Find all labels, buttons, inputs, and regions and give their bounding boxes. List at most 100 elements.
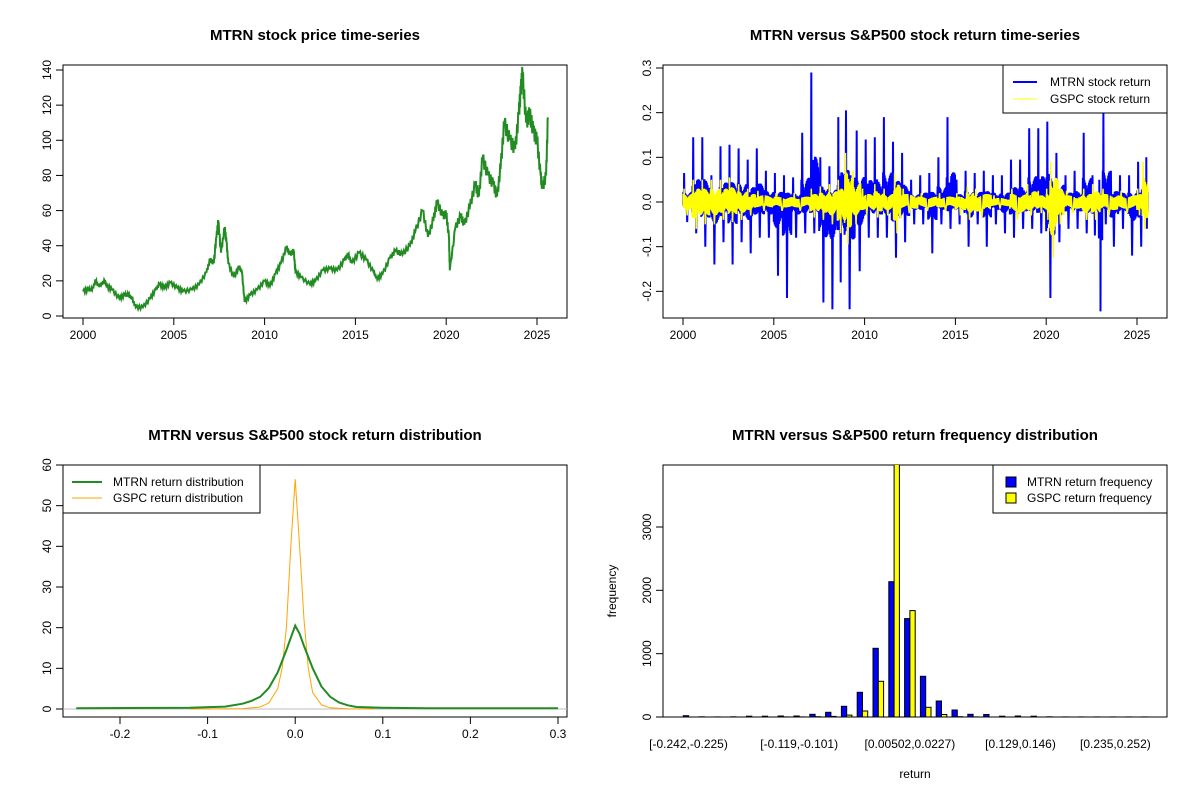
mtrn-frequency-bar — [904, 618, 911, 717]
gspc-frequency-bar — [925, 706, 932, 717]
price-x-tick-label: 2005 — [160, 328, 187, 342]
returns-x-tick-label: 2000 — [670, 328, 697, 342]
price-series-line — [82, 66, 549, 313]
legend-entry-label: GSPC return distribution — [113, 491, 243, 505]
gspc-frequency-bar — [861, 710, 869, 717]
histogram-x-tick-label: [0.235,0.252) — [1080, 737, 1151, 751]
mtrn-frequency-bar — [951, 709, 958, 717]
price-y-tick-label: 60 — [40, 204, 54, 218]
returns-y-tick-label: 0.1 — [640, 149, 654, 166]
returns-x-tick-label: 2005 — [760, 328, 787, 342]
mtrn-frequency-bar — [888, 581, 895, 717]
histogram-y-tick-label: 2000 — [640, 577, 654, 604]
density-x-tick-label: 0.0 — [287, 727, 304, 741]
mtrn-frequency-bar — [872, 647, 879, 717]
price-y-tick-label: 120 — [40, 95, 54, 115]
density-x-tick-label: 0.3 — [550, 727, 567, 741]
histogram-y-tick-label: 3000 — [640, 513, 654, 540]
price-y-tick-label: 100 — [40, 130, 54, 150]
price-x-tick-label: 2020 — [433, 328, 460, 342]
legend-entry-label: GSPC stock return — [1050, 92, 1150, 106]
density-y-tick-label: 30 — [40, 580, 54, 594]
returns-x-tick-label: 2015 — [942, 328, 969, 342]
legend-entry-label: GSPC return frequency — [1027, 491, 1152, 505]
chart-title-returns: MTRN versus S&P500 stock return time-ser… — [750, 27, 1080, 44]
mtrn-frequency-bar — [809, 713, 816, 717]
returns-legend: MTRN stock return GSPC stock return — [1002, 64, 1168, 114]
gspc-frequency-bar — [909, 610, 916, 717]
mtrn-frequency-bar — [746, 715, 753, 717]
density-legend: MTRN return distribution GSPC return dist… — [62, 464, 261, 514]
histogram-x-tick-label: [-0.119,-0.101) — [760, 737, 838, 751]
price-x-tick-label: 2010 — [251, 328, 278, 342]
density-y-tick-label: 40 — [40, 539, 54, 553]
histogram-x-tick-label: [0.00502,0.0227) — [865, 737, 956, 751]
returns-y-tick-label: 0.2 — [640, 104, 654, 121]
mtrn-frequency-bar — [856, 691, 864, 717]
price-y-tick-label: 140 — [40, 60, 54, 80]
legend-entry-label: MTRN stock return — [1050, 75, 1151, 89]
gspc-frequency-bar — [893, 465, 900, 717]
density-y-tick-label: 0 — [40, 705, 54, 712]
mtrn-frequency-bar — [999, 715, 1006, 717]
price-y-tick-label: 0 — [40, 312, 54, 319]
returns-y-tick-label: -0.2 — [640, 281, 654, 302]
gspc-frequency-bar — [877, 680, 885, 717]
returns-x-tick-label: 2025 — [1124, 328, 1151, 342]
gspc-frequency-bar — [830, 715, 837, 717]
legend-entry-label: MTRN return distribution — [113, 475, 244, 489]
chart-title-price: MTRN stock price time-series — [210, 27, 420, 44]
returns-x-tick-label: 2020 — [1033, 328, 1060, 342]
returns-x-tick-label: 2010 — [851, 328, 878, 342]
gspc-frequency-bar — [941, 714, 948, 717]
histogram-x-tick-label: [0.129,0.146) — [985, 737, 1056, 751]
histogram-x-tick-label: [-0.242,-0.225) — [649, 737, 728, 751]
mtrn-frequency-bar — [1014, 715, 1022, 717]
mtrn-frequency-bar — [840, 705, 848, 717]
mtrn-frequency-bar — [761, 715, 769, 717]
histogram-bars — [682, 465, 1148, 717]
density-y-tick-label: 50 — [40, 499, 54, 513]
returns-y-tick-label: -0.1 — [640, 236, 654, 257]
density-x-tick-label: 0.1 — [374, 727, 391, 741]
price-y-tick-label: 80 — [40, 168, 54, 182]
mtrn-frequency-bar — [793, 715, 800, 717]
mtrn-frequency-bar — [919, 675, 927, 717]
gspc-density-line — [190, 479, 375, 710]
legend-fill-swatch — [1005, 476, 1017, 488]
returns-y-tick-label: 0.0 — [640, 193, 654, 210]
mtrn-frequency-bar — [935, 700, 943, 717]
chart-title-frequency: MTRN versus S&P500 return frequency dist… — [732, 427, 1098, 444]
density-y-tick-label: 20 — [40, 621, 54, 635]
price-x-tick-label: 2025 — [524, 328, 551, 342]
chart-title-distribution: MTRN versus S&P500 stock return distribu… — [148, 427, 481, 444]
gspc-frequency-bar — [846, 714, 853, 717]
density-y-tick-label: 10 — [40, 661, 54, 675]
returns-y-tick-label: 0.3 — [640, 59, 654, 76]
density-y-tick-label: 60 — [40, 458, 54, 472]
price-y-tick-label: 20 — [40, 274, 54, 288]
mtrn-frequency-bar — [1030, 715, 1037, 717]
histogram-y-tick-label: 1000 — [640, 640, 654, 667]
mtrn-frequency-bar — [777, 715, 784, 717]
returns-legend-box — [1002, 64, 1168, 114]
price-y-tick-label: 40 — [40, 239, 54, 253]
mtrn-frequency-bar — [983, 714, 990, 717]
gspc-return-series-line — [682, 152, 1149, 258]
x-axis-label-return: return — [899, 767, 930, 781]
legend-fill-swatch — [1005, 492, 1017, 504]
mtrn-frequency-bar — [825, 711, 832, 717]
y-axis-label-frequency: frequency — [605, 565, 619, 618]
frequency-legend-box — [992, 464, 1168, 514]
histogram-y-tick-label: 0 — [640, 713, 654, 720]
mtrn-frequency-bar — [682, 715, 690, 717]
mtrn-frequency-bar — [967, 713, 974, 717]
density-x-tick-label: 0.2 — [462, 727, 479, 741]
frequency-legend: MTRN return frequency GSPC return frequen… — [992, 464, 1168, 514]
price-x-tick-label: 2015 — [342, 328, 369, 342]
density-x-tick-label: -0.2 — [110, 727, 131, 741]
legend-entry-label: MTRN return frequency — [1027, 475, 1152, 489]
mtrn-density-line — [76, 623, 558, 710]
